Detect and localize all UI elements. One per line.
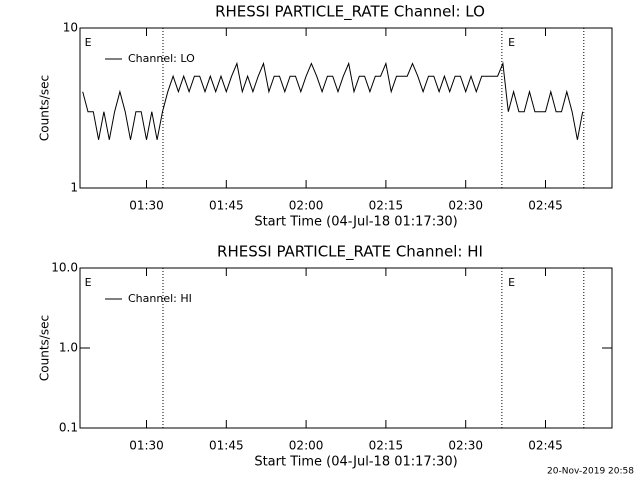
y-axis-label: Counts/sec: [38, 315, 52, 381]
x-axis-label: Start Time (04-Jul-18 01:17:30): [254, 215, 457, 230]
x-tick-label: 01:45: [209, 439, 244, 453]
x-tick-label: 02:30: [448, 439, 483, 453]
y-tick-label: 10: [63, 21, 78, 35]
y-axis-label: Counts/sec: [38, 75, 52, 141]
x-tick-label: 01:30: [129, 199, 164, 213]
data-line: [82, 61, 584, 140]
x-tick-label: 01:30: [129, 439, 164, 453]
y-tick-label: 0.1: [59, 421, 78, 435]
x-tick-label: 01:45: [209, 199, 244, 213]
y-tick-label: 1.0: [59, 341, 78, 355]
legend-label: Channel: HI: [128, 292, 192, 305]
x-tick-label: 02:15: [369, 439, 404, 453]
legend-label: Channel: LO: [128, 52, 195, 65]
x-tick-label: 02:45: [528, 199, 563, 213]
annotation: E: [508, 276, 515, 289]
x-axis-label: Start Time (04-Jul-18 01:17:30): [254, 455, 457, 470]
y-tick-label: 1: [70, 181, 78, 195]
x-tick-label: 02:30: [448, 199, 483, 213]
x-tick-label: 02:15: [369, 199, 404, 213]
x-tick-label: 02:00: [289, 439, 324, 453]
x-tick-label: 02:45: [528, 439, 563, 453]
annotation: E: [508, 36, 515, 49]
plot-frame: [79, 27, 613, 189]
y-tick-label: 10.0: [51, 261, 78, 275]
annotation: E: [85, 36, 92, 49]
footer: 20-Nov-2019 20:58: [547, 467, 634, 477]
chart-title: RHESSI PARTICLE_RATE Channel: LO: [215, 3, 485, 22]
chart-title: RHESSI PARTICLE_RATE Channel: HI: [217, 243, 483, 262]
x-tick-label: 02:00: [289, 199, 324, 213]
annotation: E: [85, 276, 92, 289]
